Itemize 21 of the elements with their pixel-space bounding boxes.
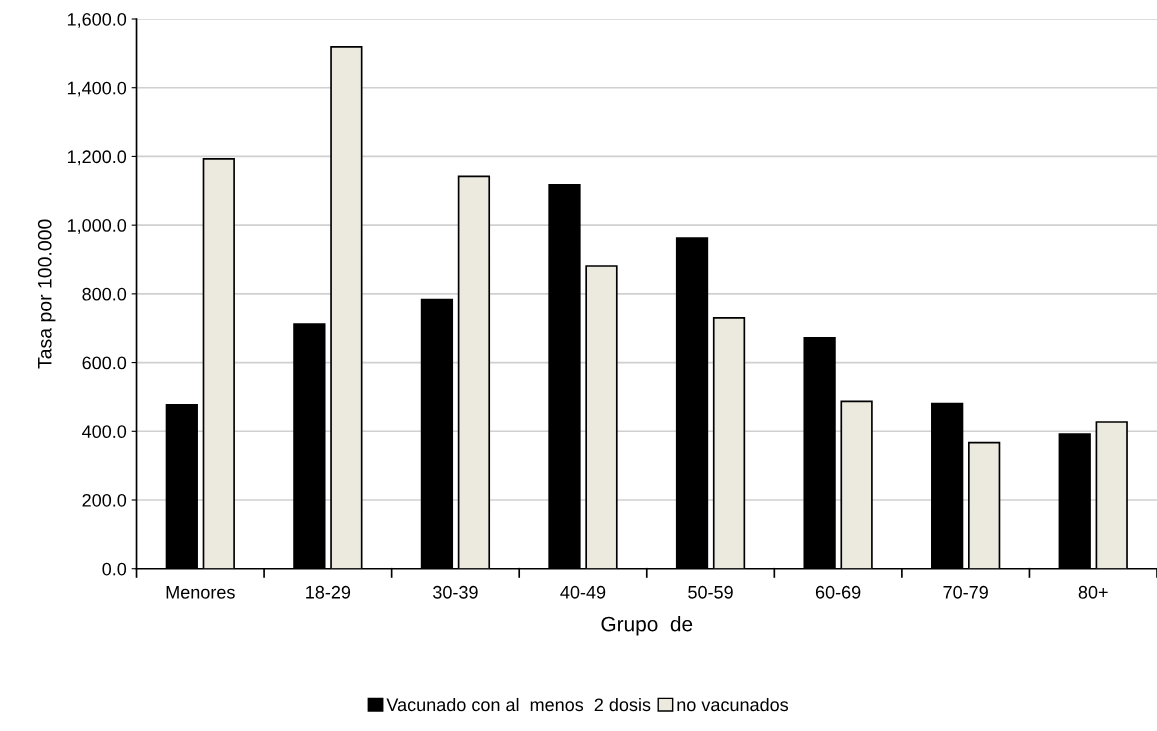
y-tick-label: 800.0 bbox=[82, 287, 127, 301]
y-tick-label: 1,600.0 bbox=[67, 12, 127, 28]
legend-label: Vacunado con al menos 2 dosis bbox=[386, 697, 651, 712]
y-tick-label: 600.0 bbox=[82, 356, 127, 370]
y-tick-label: 0.0 bbox=[102, 562, 127, 576]
y-tick-label: 400.0 bbox=[82, 425, 127, 439]
x-tick-label: 70-79 bbox=[943, 585, 988, 599]
x-tick-label: 80+ bbox=[1078, 585, 1108, 599]
y-tick-label: 1,000.0 bbox=[67, 219, 127, 234]
x-axis-title: Grupo de bbox=[601, 616, 693, 636]
x-tick-label: 30-39 bbox=[433, 585, 478, 599]
x-tick-label: 60-69 bbox=[815, 585, 861, 599]
y-tick-label: 1,400.0 bbox=[67, 81, 127, 97]
x-tick-label: 18-29 bbox=[306, 585, 351, 599]
y-axis-title: Tasa por 100.000 bbox=[37, 219, 56, 369]
y-tick-label: 200.0 bbox=[82, 493, 127, 507]
x-tick-label: Menores bbox=[166, 586, 235, 599]
x-tick-label: 50-59 bbox=[688, 585, 733, 599]
y-tick-label: 1,200.0 bbox=[67, 150, 127, 166]
legend-label: no vacunados bbox=[677, 697, 789, 712]
x-tick-label: 40-49 bbox=[560, 585, 606, 599]
